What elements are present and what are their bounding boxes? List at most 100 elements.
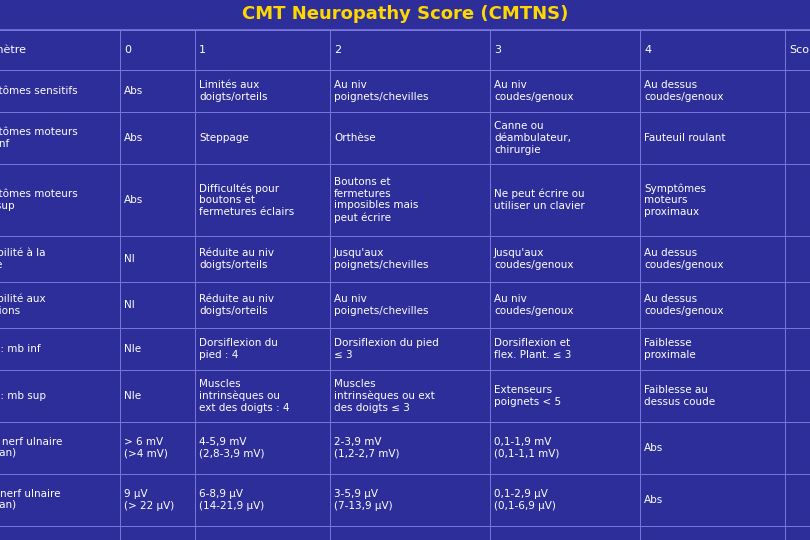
Text: NI: NI [124,300,134,310]
Bar [0,112,120,164]
Text: Fauteuil roulant: Fauteuil roulant [644,133,726,143]
Text: Ne peut écrire ou
utiliser un clavier: Ne peut écrire ou utiliser un clavier [494,189,585,211]
Bar [195,112,330,164]
Text: Sensibilité à la
piqûre: Sensibilité à la piqûre [0,248,45,270]
Text: SNAP nerf ulnaire
(médian): SNAP nerf ulnaire (médian) [0,489,61,511]
Text: Au niv
coudes/genoux: Au niv coudes/genoux [494,80,573,102]
Text: 4: 4 [644,45,651,55]
Text: 2-3,9 mV
(1,2-2,7 mV): 2-3,9 mV (1,2-2,7 mV) [334,437,399,459]
Bar [640,370,785,422]
Bar [640,236,785,282]
Bar [0,422,120,474]
Bar [195,70,330,112]
Text: Abs: Abs [644,495,663,505]
Bar [640,282,785,328]
Bar [490,236,640,282]
Text: 6-8,9 μV
(14-21,9 μV): 6-8,9 μV (14-21,9 μV) [199,489,264,511]
Bar [0,474,120,526]
Text: Force : mb sup: Force : mb sup [0,391,46,401]
Text: NI: NI [124,254,134,264]
Bar [490,526,640,540]
Text: 1: 1 [199,45,206,55]
Bar [785,474,810,526]
Bar [120,236,195,282]
Text: Faiblesse
proximale: Faiblesse proximale [644,338,696,360]
Text: 9 μV
(> 22 μV): 9 μV (> 22 μV) [124,489,174,511]
Text: Abs: Abs [644,443,663,453]
Bar [120,112,195,164]
Text: 3-5,9 μV
(7-13,9 μV): 3-5,9 μV (7-13,9 μV) [334,489,393,511]
Bar [120,70,195,112]
Bar [490,70,640,112]
Bar [0,164,120,236]
Text: Difficultés pour
boutons et
fermetures éclairs: Difficultés pour boutons et fermetures é… [199,183,294,217]
Bar [195,236,330,282]
Text: Jusqu'aux
poignets/chevilles: Jusqu'aux poignets/chevilles [334,248,428,270]
Bar [195,526,330,540]
Text: Réduite au niv
doigts/orteils: Réduite au niv doigts/orteils [199,294,274,316]
Bar [330,236,490,282]
Bar [330,30,490,70]
Bar [0,526,120,540]
Text: Abs: Abs [124,86,143,96]
Text: Sensibilité aux
vibrations: Sensibilité aux vibrations [0,294,45,316]
Text: Au dessus
coudes/genoux: Au dessus coudes/genoux [644,80,723,102]
Text: Symptômes moteurs
: mb inf: Symptômes moteurs : mb inf [0,127,78,149]
Bar [785,70,810,112]
Bar [330,474,490,526]
Text: Muscles
intrinsèques ou
ext des doigts : 4: Muscles intrinsèques ou ext des doigts :… [199,379,289,413]
Text: 4-5,9 mV
(2,8-3,9 mV): 4-5,9 mV (2,8-3,9 mV) [199,437,265,459]
Text: Au niv
poignets/chevilles: Au niv poignets/chevilles [334,80,428,102]
Bar [640,474,785,526]
Bar [120,282,195,328]
Bar [785,236,810,282]
Bar [785,422,810,474]
Text: CMT Neuropathy Score (CMTNS): CMT Neuropathy Score (CMTNS) [242,5,568,23]
Bar [785,526,810,540]
Bar [785,112,810,164]
Bar [490,164,640,236]
Bar [490,422,640,474]
Bar [490,474,640,526]
Text: 3: 3 [494,45,501,55]
Bar [785,164,810,236]
Text: Faiblesse au
dessus coude: Faiblesse au dessus coude [644,385,715,407]
Bar [785,282,810,328]
Bar [120,328,195,370]
Text: Dorsiflexion du pied
≤ 3: Dorsiflexion du pied ≤ 3 [334,338,439,360]
Text: NIe: NIe [124,344,141,354]
Text: Abs: Abs [124,195,143,205]
Bar [640,328,785,370]
Text: Extenseurs
poignets < 5: Extenseurs poignets < 5 [494,385,561,407]
Bar [0,236,120,282]
Bar [640,70,785,112]
Bar [785,328,810,370]
Bar [490,30,640,70]
Bar [330,112,490,164]
Text: Symptômes moteurs
: mb sup: Symptômes moteurs : mb sup [0,189,78,211]
Bar [330,526,490,540]
Bar [490,328,640,370]
Text: NIe: NIe [124,391,141,401]
Text: 0,1-1,9 mV
(0,1-1,1 mV): 0,1-1,9 mV (0,1-1,1 mV) [494,437,560,459]
Text: > 6 mV
(>4 mV): > 6 mV (>4 mV) [124,437,168,459]
Text: 0,1-2,9 μV
(0,1-6,9 μV): 0,1-2,9 μV (0,1-6,9 μV) [494,489,556,511]
Bar [490,370,640,422]
Bar [640,422,785,474]
Bar [785,370,810,422]
Bar [0,70,120,112]
Bar [490,112,640,164]
Bar [330,370,490,422]
Bar [120,422,195,474]
Text: Au dessus
coudes/genoux: Au dessus coudes/genoux [644,248,723,270]
Bar [120,164,195,236]
Text: Réduite au niv
doigts/orteils: Réduite au niv doigts/orteils [199,248,274,270]
Text: Au dessus
coudes/genoux: Au dessus coudes/genoux [644,294,723,316]
Text: Paramètre: Paramètre [0,45,27,55]
Text: Symptômes sensitifs: Symptômes sensitifs [0,86,78,96]
Bar [195,164,330,236]
Bar [120,526,195,540]
Bar [195,422,330,474]
Bar [0,328,120,370]
Bar [640,526,785,540]
